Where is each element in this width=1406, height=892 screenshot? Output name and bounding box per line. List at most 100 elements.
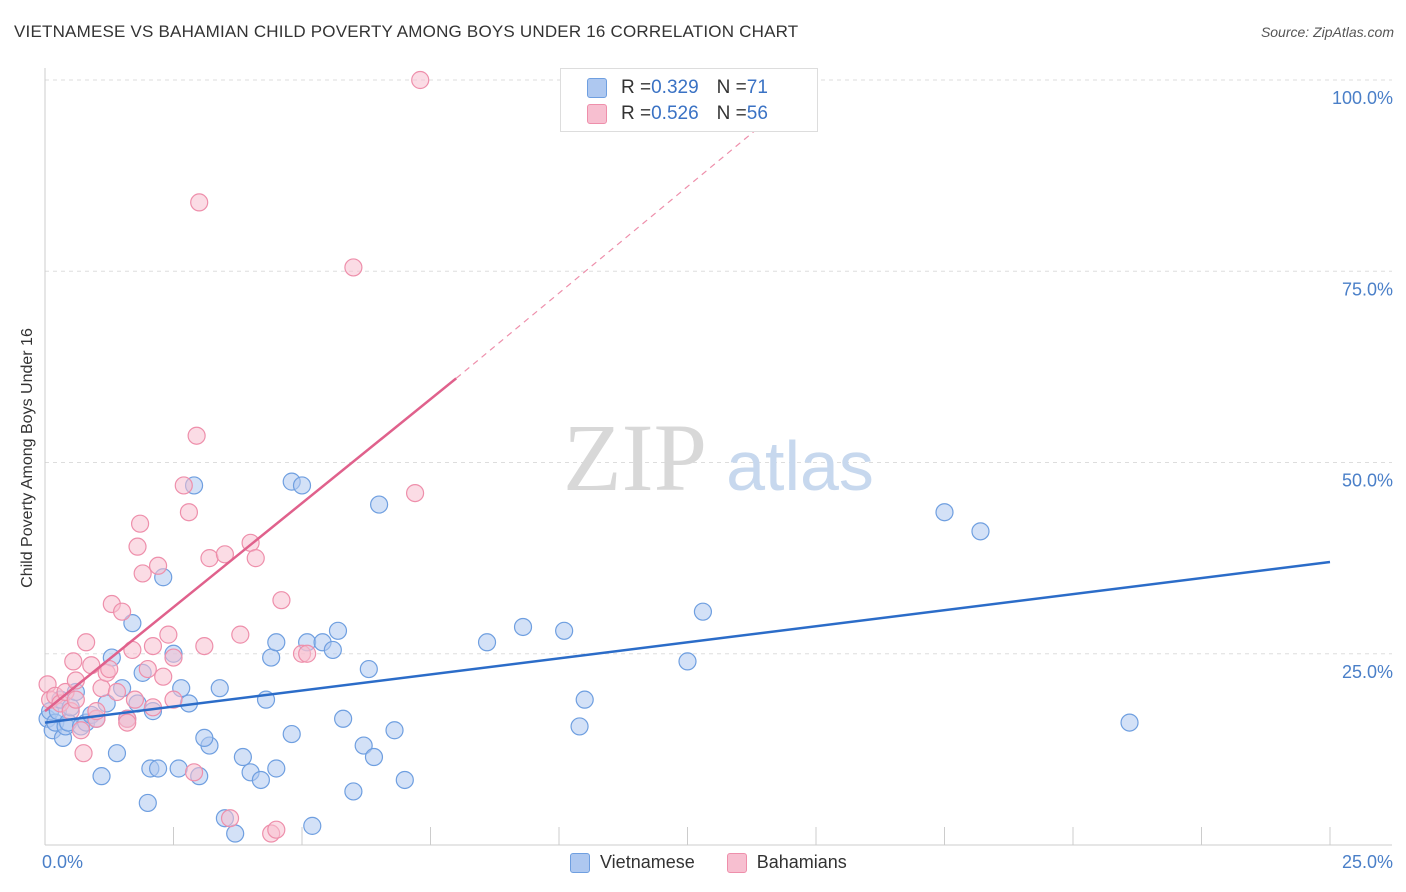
vietnamese-point: [477, 633, 497, 652]
vietnamese-point: [385, 721, 404, 740]
legend-item-vietnamese: Vietnamese: [570, 852, 695, 873]
bahamian-point: [187, 426, 206, 445]
bahamian-point: [246, 549, 265, 568]
bahamian-point: [215, 545, 234, 564]
watermark-zip: ZIP: [563, 404, 707, 511]
vietnamese-point: [323, 640, 342, 660]
vietnamese-point: [267, 633, 286, 652]
n-value: 56: [746, 103, 768, 124]
vietnamese-point: [513, 617, 533, 637]
vietnamese-point: [344, 782, 363, 801]
bahamian-point: [405, 484, 425, 503]
vietnamese-point: [251, 770, 270, 790]
vietnamese-point: [354, 736, 373, 755]
stats-row-vietnamese: R = 0.329 N = 71: [587, 75, 768, 101]
legend-label-bahamians: Bahamians: [756, 852, 847, 872]
vietnamese-trend-line: [44, 560, 1331, 724]
watermark-atlas: atlas: [726, 427, 874, 505]
chart-title: VIETNAMESE VS BAHAMIAN CHILD POVERTY AMO…: [14, 22, 799, 41]
bahamian-point: [82, 656, 101, 675]
bahamian-point: [66, 690, 85, 709]
vietnamese-point: [395, 770, 414, 790]
vietnamese-legend-swatch: [570, 852, 590, 873]
x-tick-label: 25.0%: [1342, 852, 1393, 872]
stats-row-bahamians: R = 0.526 N = 56: [587, 101, 768, 127]
vietnamese-point: [334, 709, 353, 728]
n-value: 71: [746, 77, 768, 98]
legend-item-bahamians: Bahamians: [726, 852, 847, 873]
r-label: R =: [621, 103, 652, 124]
bahamian-point: [220, 809, 240, 828]
bahamian-point: [118, 713, 137, 732]
watermark: ZIP atlas: [563, 404, 874, 511]
bahamian-point: [344, 258, 363, 277]
series-legend: Vietnamese Bahamians: [570, 852, 879, 873]
vietnamese-point: [292, 476, 312, 495]
y-tick-label: 25.0%: [1342, 662, 1393, 682]
bahamian-point: [148, 556, 168, 575]
vietnamese-point: [92, 767, 111, 786]
vietnamese-point: [678, 652, 697, 671]
r-value: 0.329: [651, 77, 699, 98]
bahamian-trend-line: [44, 377, 457, 713]
source-label: Source: ZipAtlas.com: [1260, 24, 1394, 40]
bahamian-point: [138, 659, 157, 679]
bahamian-point: [128, 537, 147, 556]
vietnamese-point: [195, 728, 214, 748]
vietnamese-point: [359, 659, 378, 679]
bahamians-swatch: [587, 104, 607, 124]
bahamian-point: [200, 549, 219, 568]
n-label: N =: [716, 77, 747, 98]
bahamian-point: [159, 625, 178, 644]
vietnamese-point: [935, 503, 954, 522]
bahamian-point: [92, 679, 111, 698]
vietnamese-point: [148, 759, 168, 778]
bahamian-point: [71, 721, 91, 740]
axes: [44, 68, 1392, 846]
vietnamese-point: [303, 816, 322, 835]
bahamian-point: [272, 591, 291, 610]
vietnamese-point: [570, 717, 589, 736]
bahamian-point: [112, 602, 132, 621]
y-axis-label: Child Poverty Among Boys Under 16: [19, 328, 36, 588]
vietnamese-point: [364, 747, 384, 767]
vietnamese-point: [210, 679, 229, 698]
bahamian-point: [267, 820, 286, 839]
vietnamese-point: [971, 522, 990, 541]
stats-legend: R = 0.329 N = 71 R = 0.526 N = 56: [560, 68, 818, 132]
bahamian-point: [195, 636, 214, 656]
r-label: R =: [621, 77, 652, 98]
legend-label-vietnamese: Vietnamese: [600, 852, 695, 872]
bahamian-point: [298, 644, 317, 663]
vietnamese-point: [370, 495, 389, 514]
bahamian-point: [164, 690, 183, 709]
bahamian-point: [184, 763, 204, 782]
x-tick-label: 0.0%: [42, 852, 83, 872]
vietnamese-point: [123, 614, 142, 633]
bahamians-legend-swatch: [726, 852, 747, 873]
vietnamese-point: [282, 724, 301, 744]
y-tick-label: 50.0%: [1342, 471, 1393, 491]
bahamian-point: [74, 744, 93, 763]
bahamian-point: [190, 193, 209, 212]
n-label: N =: [716, 103, 747, 124]
vietnamese-point: [107, 744, 127, 763]
vietnamese-point: [262, 648, 281, 667]
bahamian-point: [174, 476, 193, 495]
vietnamese-point: [1120, 713, 1139, 732]
y-tick-label: 75.0%: [1342, 279, 1393, 299]
bahamian-point: [130, 514, 150, 533]
vietnamese-point: [233, 747, 252, 767]
bahamian-point: [125, 690, 145, 709]
vietnamese-point: [328, 621, 348, 640]
vietnamese-point: [693, 602, 713, 621]
bahamian-point: [107, 682, 127, 702]
bahamian-point: [143, 636, 163, 656]
vietnamese-point: [267, 759, 286, 778]
bahamian-point: [133, 564, 152, 583]
bahamian-point: [154, 667, 173, 686]
bahamian-point: [77, 633, 96, 652]
bahamian-point: [64, 652, 83, 671]
bahamian-point: [179, 503, 199, 522]
